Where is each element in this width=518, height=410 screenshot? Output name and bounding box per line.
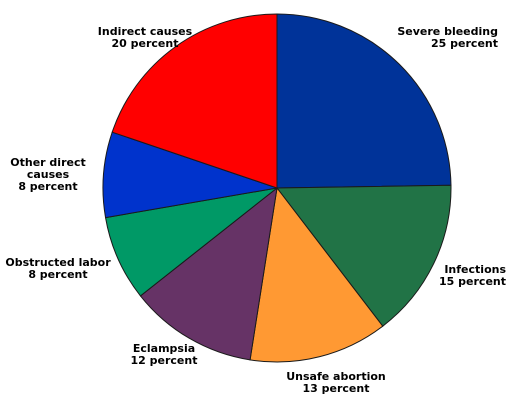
pie-labels: Severe bleeding 25 percent Infections 15 pe… (5, 25, 506, 395)
slice-label-line: Severe bleeding (397, 25, 498, 38)
slice-label-line: Other direct (10, 156, 85, 169)
slice-label-line: 13 percent (303, 382, 370, 395)
slice-label-other-direct-causes: Other direct causes 8 percent (10, 156, 85, 193)
slice-label-line: 12 percent (131, 354, 198, 367)
pie-slice-infections (275, 184, 452, 327)
slice-label-unsafe-abortion: Unsafe abortion 13 percent (286, 370, 386, 395)
slice-label-line: 8 percent (18, 180, 77, 193)
slice-label-line: causes (27, 168, 70, 181)
slice-label-line: Infections (444, 263, 506, 276)
pie-slice-eclampsia (139, 186, 278, 361)
slice-label-line: 25 percent (431, 37, 498, 50)
pie-slices (102, 13, 452, 363)
slice-label-line: Eclampsia (133, 342, 195, 355)
slice-label-eclampsia: Eclampsia 12 percent (131, 342, 198, 367)
slice-label-line: Indirect causes (98, 25, 193, 38)
slice-label-line: 20 percent (112, 37, 179, 50)
slice-label-severe-bleeding: Severe bleeding 25 percent (397, 25, 498, 50)
slice-label-line: 8 percent (28, 268, 87, 281)
pie-slice-unsafe-abortion (249, 186, 384, 363)
slice-label-line: Unsafe abortion (286, 370, 386, 383)
pie-slice-indirect-causes (111, 13, 278, 189)
slice-label-line: Obstructed labor (5, 256, 111, 269)
slice-label-line: 15 percent (439, 275, 506, 288)
slice-label-indirect-causes: Indirect causes 20 percent (98, 25, 193, 50)
slice-label-obstructed-labor: Obstructed labor 8 percent (5, 256, 111, 281)
slice-label-infections: Infections 15 percent (439, 263, 506, 288)
pie-slice-severe-bleeding (276, 13, 452, 189)
